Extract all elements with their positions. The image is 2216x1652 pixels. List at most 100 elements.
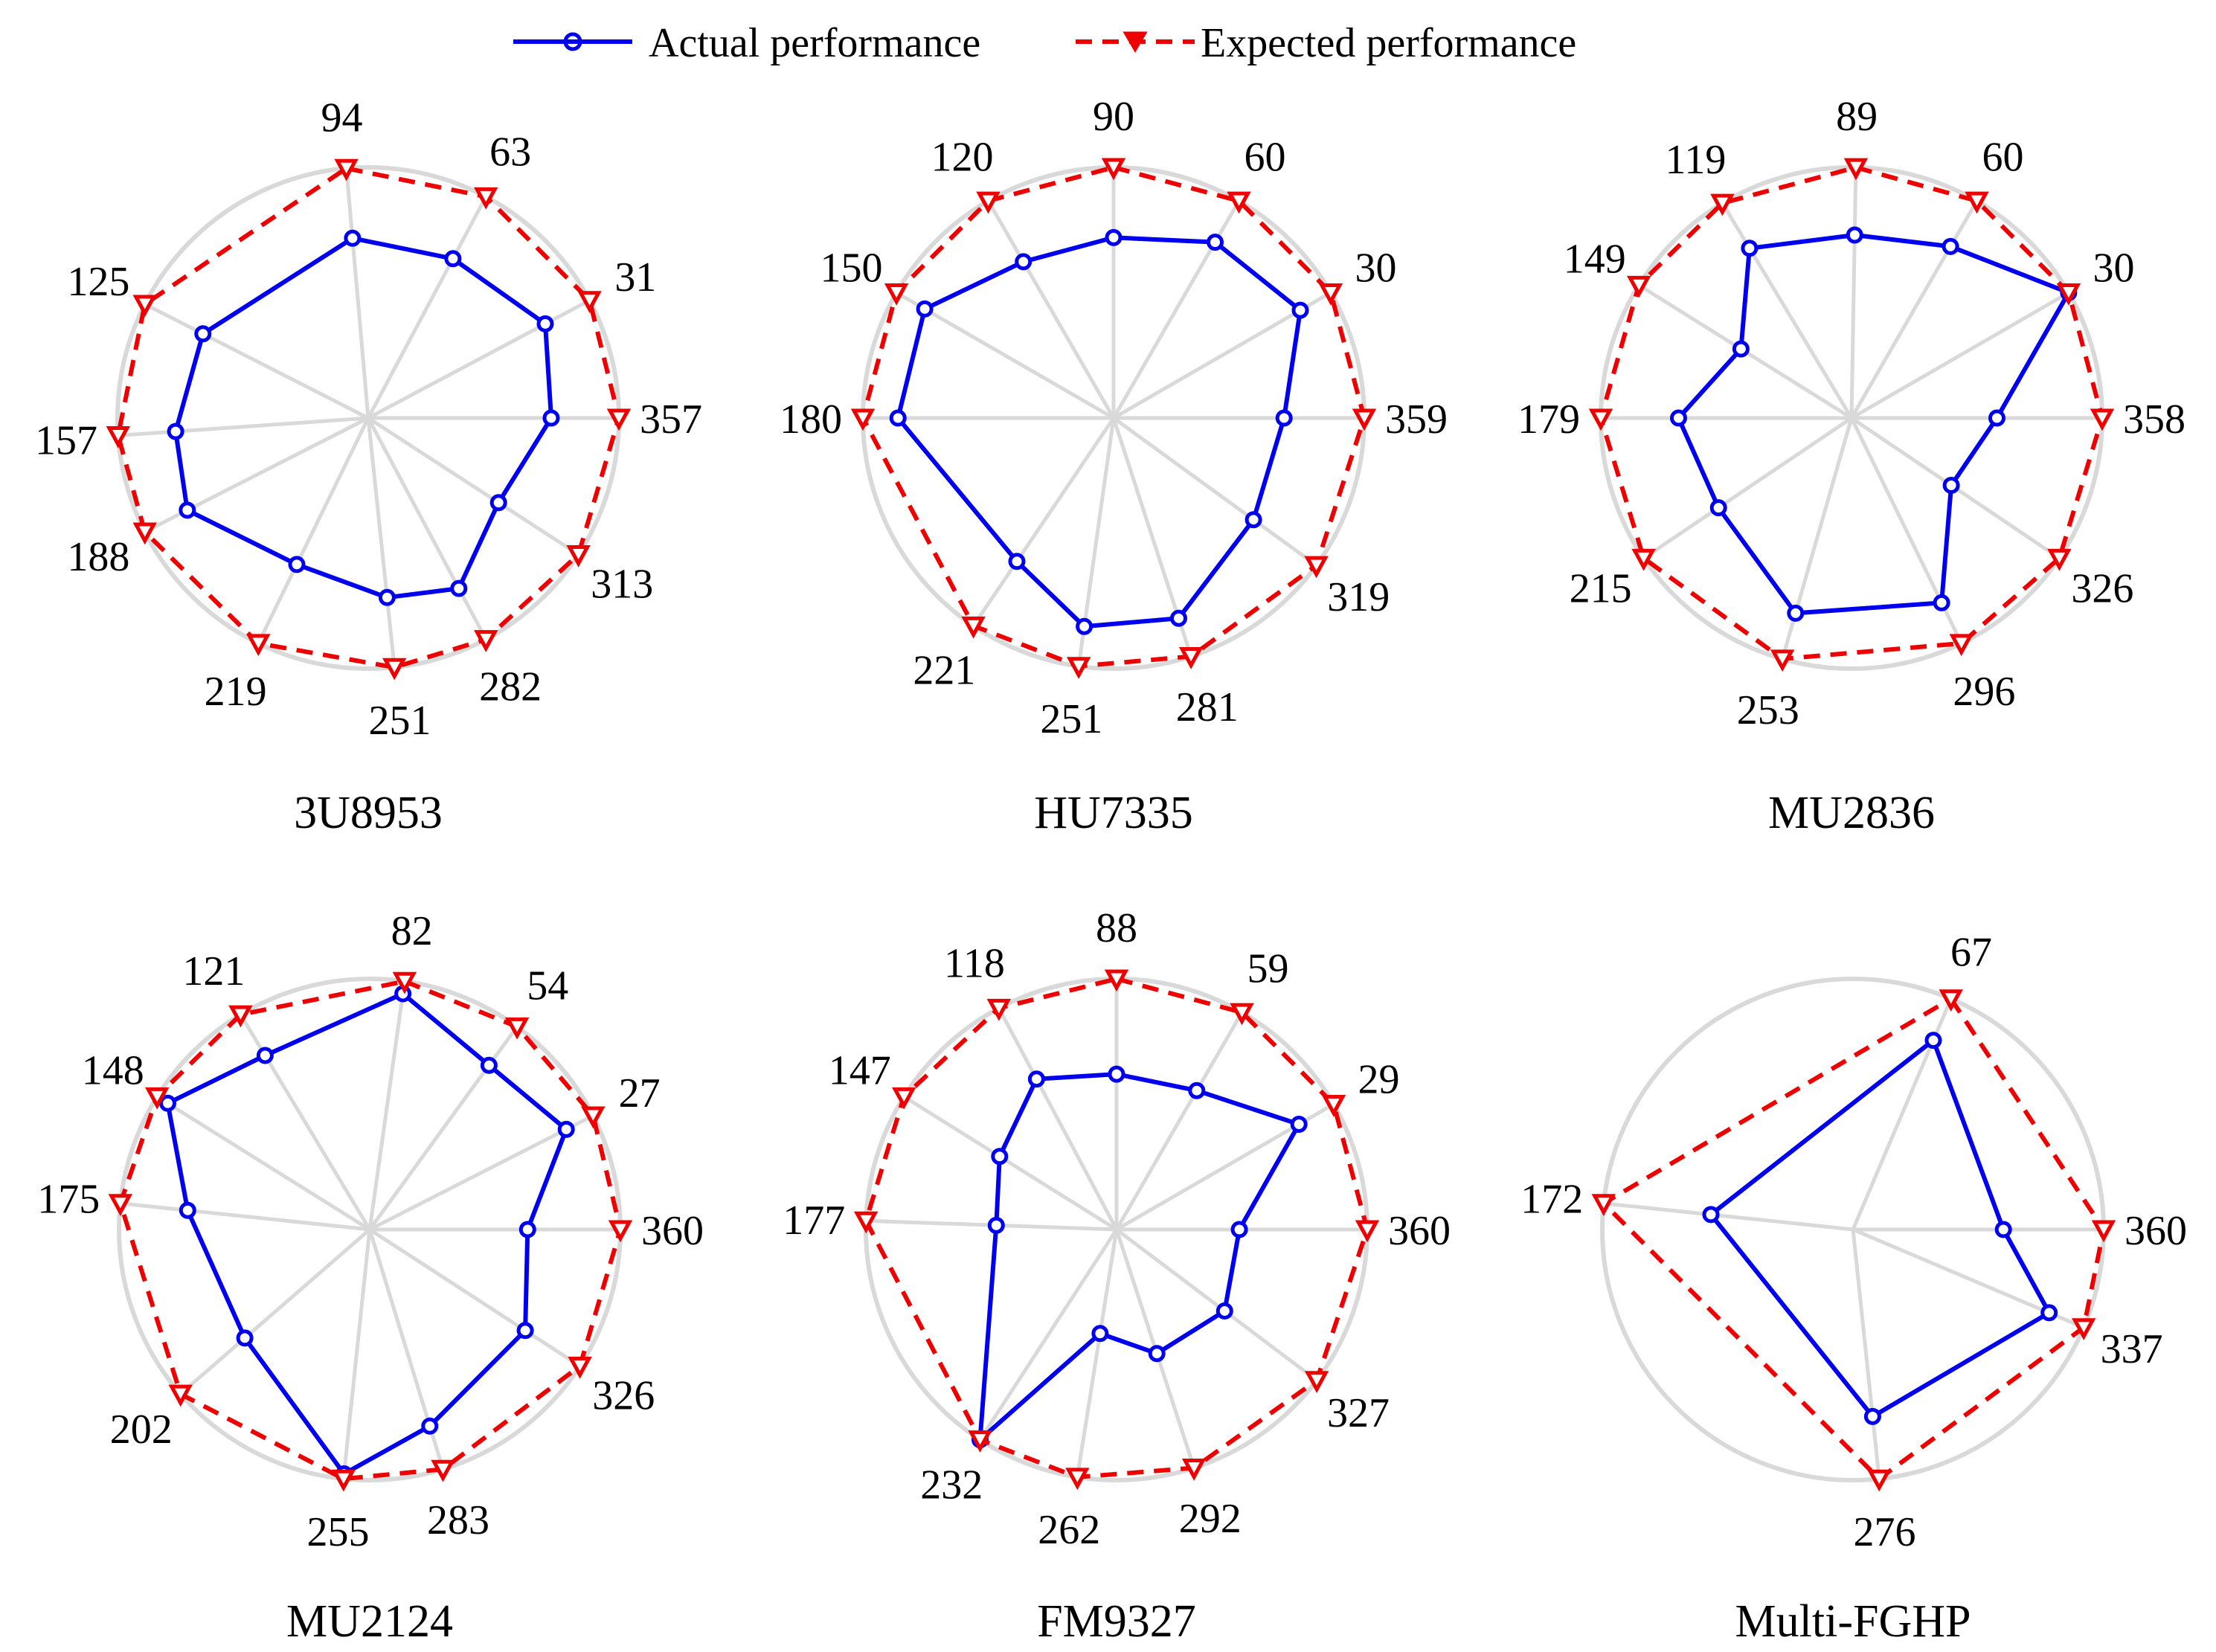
- actual-point: [421, 1417, 439, 1435]
- radar-spoke: [1850, 291, 2070, 420]
- expected-point: [168, 1384, 193, 1407]
- radar-chart: 82 54 27 360 326 283 255 202 175 148 121 MU2124: [37, 908, 704, 1647]
- radar-spoke: [1115, 1228, 1318, 1382]
- actual-point: [159, 1094, 176, 1112]
- radar-spoke: [1075, 1229, 1119, 1478]
- chart-title: MU2836: [1768, 788, 1935, 838]
- radar-spoke: [1721, 202, 1854, 420]
- actual-point: [1787, 604, 1805, 622]
- expected-point: [1591, 1194, 1616, 1217]
- expected-point: [884, 283, 909, 306]
- chart-title: FM9327: [1037, 1596, 1196, 1647]
- actual-point: [1290, 1116, 1308, 1133]
- axis-label: 360: [1388, 1208, 1451, 1254]
- expected-point: [577, 291, 602, 314]
- expected-point: [986, 998, 1012, 1021]
- expected-point: [606, 408, 632, 431]
- radar-spoke: [1111, 199, 1241, 420]
- expected-point: [1304, 1371, 1329, 1394]
- axis-label: 31: [614, 254, 656, 300]
- expected-point: [1588, 408, 1613, 431]
- actual-point: [2040, 1304, 2058, 1322]
- radar-spoke: [257, 417, 370, 644]
- radar-spoke: [366, 417, 488, 640]
- expected-point: [1101, 158, 1126, 181]
- axis-label: 27: [619, 1070, 661, 1116]
- actual-point: [516, 1322, 534, 1340]
- axis-label: 319: [1327, 574, 1390, 620]
- axis-label: 327: [1327, 1390, 1390, 1436]
- expected-series-line: [1599, 165, 2104, 661]
- axis-label: 188: [67, 534, 129, 580]
- axis-label: 282: [479, 663, 542, 710]
- axis-label: 119: [1665, 137, 1726, 183]
- radar-spoke: [144, 302, 370, 420]
- axis-label: 177: [783, 1198, 845, 1244]
- chart-title: Multi-FGHP: [1735, 1596, 1971, 1647]
- axis-label: 30: [2093, 245, 2135, 292]
- actual-point: [1008, 553, 1026, 571]
- expected-point: [2071, 1318, 2096, 1340]
- axis-label: 276: [1854, 1509, 1916, 1555]
- radar-spoke: [986, 199, 1116, 420]
- actual-point: [1215, 1302, 1233, 1320]
- axis-label: 59: [1247, 946, 1289, 992]
- axis-label: 63: [489, 129, 531, 176]
- radar-spoke: [239, 1013, 372, 1231]
- axis-label: 283: [427, 1497, 489, 1543]
- expected-point: [1939, 989, 1963, 1012]
- expected-point: [473, 187, 498, 210]
- actual-point: [1732, 340, 1750, 358]
- axis-label: 175: [37, 1177, 100, 1223]
- axis-label: 296: [1953, 669, 2015, 715]
- radar-spoke: [179, 1228, 371, 1395]
- expected-point: [132, 522, 157, 545]
- legend-expected-marker: [1076, 31, 1195, 53]
- expected-point: [473, 630, 498, 652]
- axis-label: 251: [369, 698, 431, 744]
- radar-chart: 88 59 29 360 327 292 262 232 177 147 118 FM9327: [783, 905, 1451, 1647]
- expected-point: [431, 1459, 455, 1482]
- expected-point: [1843, 158, 1869, 181]
- expected-point: [853, 1211, 879, 1234]
- radar-spoke: [344, 168, 370, 419]
- axis-label: 219: [205, 669, 267, 715]
- actual-point: [179, 501, 196, 519]
- expected-point: [961, 616, 986, 639]
- expected-point: [1965, 191, 1989, 214]
- radar-spoke: [1849, 199, 1979, 420]
- actual-point: [518, 1221, 536, 1238]
- expected-point: [1181, 1459, 1207, 1481]
- radar-spoke: [341, 1229, 372, 1479]
- radar-chart: 90 60 30 359 319 281 251 221 180 150 120 HU7335: [780, 94, 1448, 838]
- axis-label: 180: [780, 396, 842, 443]
- radar-spoke: [367, 1025, 519, 1231]
- axis-label: 359: [1385, 396, 1448, 443]
- actual-point: [167, 422, 184, 440]
- radar-spoke: [367, 980, 407, 1230]
- radar-spoke: [902, 1095, 1118, 1232]
- axis-label: 313: [591, 562, 653, 608]
- expected-point: [392, 971, 417, 994]
- axis-label: 253: [1737, 687, 1799, 733]
- axis-label: 149: [1564, 236, 1626, 282]
- expected-point: [2056, 283, 2081, 306]
- expected-series-line: [864, 977, 1369, 1479]
- actual-series-line: [977, 1072, 1302, 1442]
- radar-spoke: [155, 1095, 371, 1232]
- actual-point: [1230, 1221, 1248, 1238]
- axis-label: 232: [920, 1462, 983, 1508]
- radar-spoke: [368, 1227, 581, 1368]
- expected-point: [1355, 1220, 1380, 1243]
- actual-series-line: [173, 236, 553, 600]
- radar-spoke: [118, 416, 369, 438]
- expected-point: [1104, 969, 1129, 992]
- legend-actual-label: Actual performance: [649, 20, 980, 66]
- expected-point: [1352, 408, 1377, 431]
- expected-point: [1949, 634, 1973, 657]
- actual-point: [1741, 240, 1759, 257]
- actual-point: [480, 1056, 498, 1074]
- radar-spoke: [997, 1007, 1119, 1231]
- actual-series-line: [896, 235, 1303, 629]
